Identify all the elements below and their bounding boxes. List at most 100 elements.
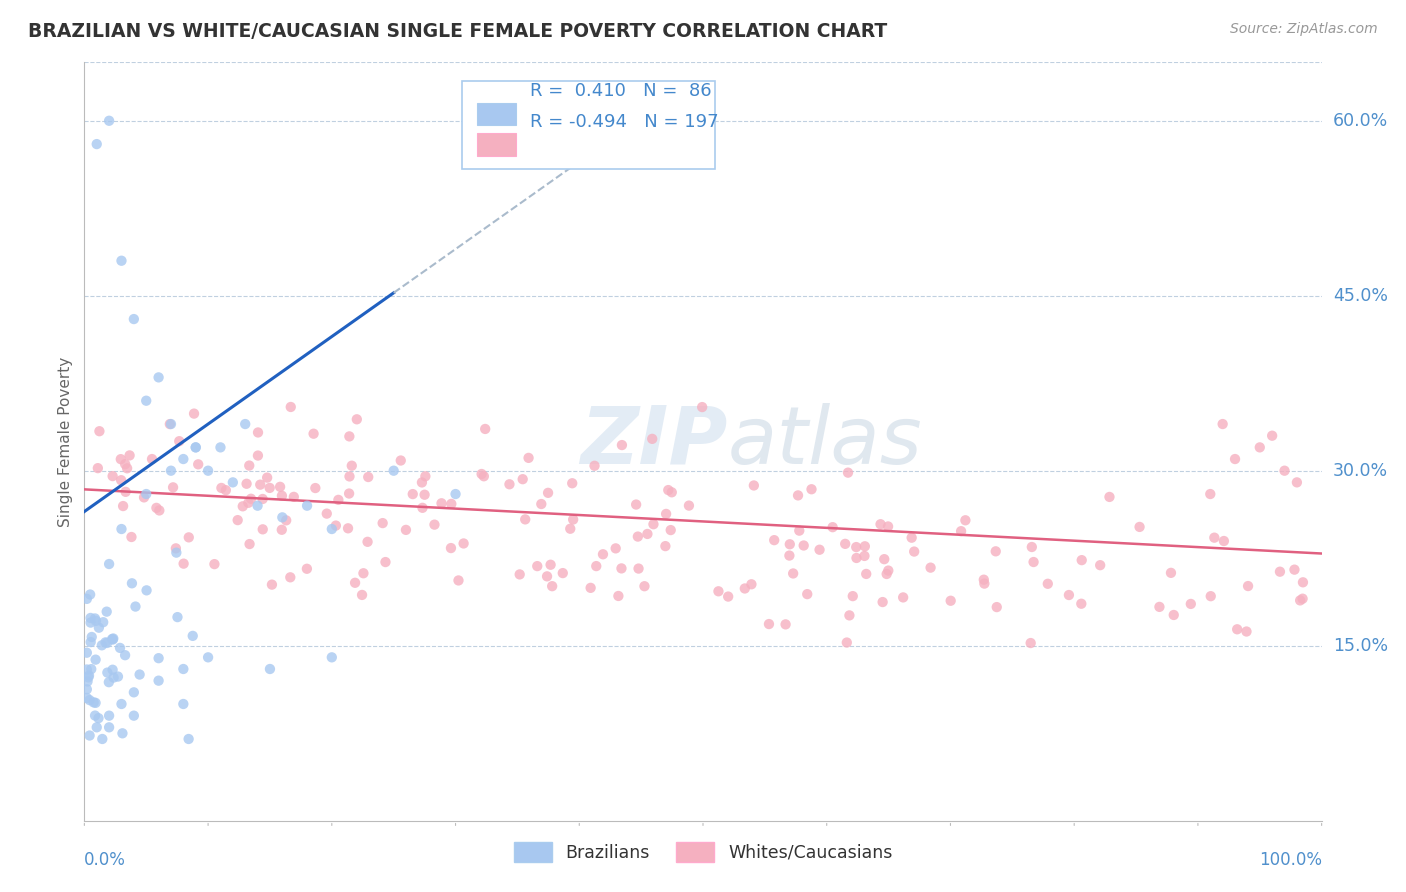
Point	[209, 481, 232, 495]
Point	[579, 581, 602, 595]
Point	[110, 253, 132, 268]
Point	[562, 512, 585, 526]
Point	[900, 531, 922, 545]
Point	[872, 595, 894, 609]
Point	[1149, 599, 1171, 614]
Point	[1070, 553, 1092, 567]
Point	[837, 466, 859, 480]
Point	[834, 537, 856, 551]
Point	[77, 670, 100, 684]
Point	[98, 557, 121, 571]
Point	[440, 541, 463, 555]
Point	[124, 599, 146, 614]
Point	[328, 492, 350, 507]
Point	[1292, 575, 1315, 590]
Point	[395, 523, 418, 537]
Point	[91, 615, 114, 630]
Point	[1180, 597, 1202, 611]
Point	[122, 708, 145, 723]
FancyBboxPatch shape	[477, 103, 516, 126]
Point	[742, 478, 765, 492]
Point	[89, 424, 111, 438]
Point	[183, 407, 205, 421]
Point	[165, 546, 187, 560]
Text: 100.0%: 100.0%	[1258, 851, 1322, 869]
Point	[1237, 579, 1260, 593]
Point	[84, 611, 107, 625]
Text: BRAZILIAN VS WHITE/CAUCASIAN SINGLE FEMALE POVERTY CORRELATION CHART: BRAZILIAN VS WHITE/CAUCASIAN SINGLE FEMA…	[28, 22, 887, 41]
Point	[84, 708, 107, 723]
Point	[775, 617, 797, 632]
Point	[128, 667, 150, 681]
Point	[984, 544, 1007, 558]
Point	[530, 497, 553, 511]
Point	[346, 412, 368, 426]
Point	[389, 453, 412, 467]
Point	[876, 566, 898, 581]
Point	[148, 370, 170, 384]
Point	[235, 476, 257, 491]
Point	[1199, 487, 1222, 501]
Point	[77, 668, 100, 682]
Point	[740, 577, 762, 591]
Point	[232, 500, 254, 514]
Point	[877, 519, 900, 533]
Point	[1019, 636, 1042, 650]
Point	[778, 549, 800, 563]
Point	[717, 590, 740, 604]
Point	[633, 579, 655, 593]
Point	[159, 417, 181, 431]
Point	[583, 458, 606, 473]
Point	[110, 473, 132, 487]
Point	[1291, 591, 1313, 606]
Point	[148, 673, 170, 688]
Point	[270, 523, 292, 537]
Point	[110, 452, 132, 467]
Point	[782, 566, 804, 581]
Point	[536, 569, 558, 583]
Point	[659, 523, 682, 537]
Point	[763, 533, 786, 548]
Point	[215, 483, 238, 498]
Point	[1021, 540, 1043, 554]
Point	[148, 651, 170, 665]
Point	[132, 491, 155, 505]
Point	[166, 610, 188, 624]
Point	[413, 488, 436, 502]
Point	[1236, 624, 1258, 639]
Point	[222, 475, 245, 490]
Point	[145, 500, 167, 515]
Point	[280, 400, 302, 414]
Point	[271, 510, 294, 524]
Point	[1036, 576, 1059, 591]
Point	[371, 516, 394, 530]
Point	[87, 461, 110, 475]
Point	[114, 457, 136, 471]
Point	[517, 450, 540, 465]
Point	[197, 464, 219, 478]
Point	[1289, 593, 1312, 607]
Point	[352, 566, 374, 581]
Text: 30.0%: 30.0%	[1333, 462, 1388, 480]
Point	[873, 552, 896, 566]
Point	[141, 452, 163, 467]
Point	[172, 452, 194, 467]
Point	[135, 583, 157, 598]
Point	[1057, 588, 1080, 602]
Point	[135, 393, 157, 408]
Point	[98, 720, 121, 734]
Point	[787, 524, 810, 538]
Text: atlas: atlas	[728, 402, 922, 481]
Text: ZIP: ZIP	[581, 402, 728, 481]
Point	[112, 499, 135, 513]
Point	[551, 566, 574, 580]
Point	[1268, 565, 1291, 579]
Point	[787, 488, 810, 502]
Point	[184, 441, 207, 455]
Point	[758, 617, 780, 632]
Point	[172, 662, 194, 676]
Point	[76, 674, 98, 689]
Text: 45.0%: 45.0%	[1333, 286, 1388, 305]
Point	[76, 690, 98, 705]
Point	[76, 591, 98, 606]
